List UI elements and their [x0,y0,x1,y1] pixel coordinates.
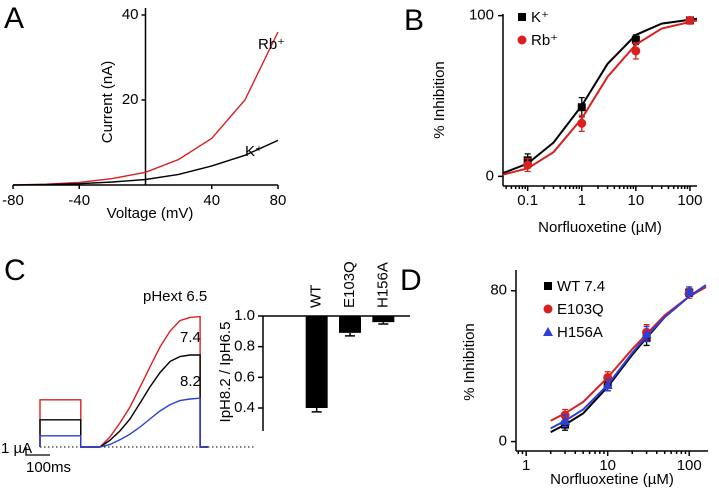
marker [543,327,553,336]
panel-letter: A [4,2,24,35]
bar [305,316,328,408]
series-label: pHext 6.5 [143,288,207,305]
bar [339,316,361,333]
y-tick-label: 0 [486,167,494,184]
x-tick-label: H156A [374,262,391,308]
legend-label: Rb⁺ [531,32,558,49]
y-tick-label: 1.0 [234,307,255,324]
marker [518,13,526,21]
error-bar [311,408,322,413]
panel-letter: D [400,264,422,297]
series-label: 7.4 [180,329,201,346]
x-tick-label: 0.1 [517,192,538,209]
y-axis-label: % Inhibition [431,61,448,139]
legend-label: WT 7.4 [557,278,605,295]
legend-label: K⁺ [531,9,549,26]
error-bar [378,322,389,325]
x-tick-label: 10 [628,192,645,209]
x-tick-label: E103Q [341,261,358,308]
y-tick-label: 0.6 [234,368,255,385]
marker [685,15,695,25]
marker [523,160,533,170]
marker [577,103,586,112]
y-axis-label: IpH8.2 / IpH6.5 [217,322,234,423]
x-tick-label: 100 [677,457,702,474]
y-tick-label: 0.8 [234,338,255,355]
marker [602,380,613,390]
series-label: 8.2 [180,373,201,390]
panel-letter: C [4,254,26,287]
fit-curve [550,284,707,430]
marker [560,415,571,425]
y-tick-label: 80 [490,282,507,299]
error-bar [345,332,355,337]
x-tick-label: 100 [677,192,702,209]
x-tick-label: 1 [578,192,586,209]
fit-curve [502,17,698,175]
marker [631,35,640,44]
y-tick-label: 0.4 [234,399,255,416]
marker [543,304,553,314]
scale-label: 1 µA [1,440,32,457]
marker [684,285,695,295]
panel-letter: B [404,4,424,37]
y-tick-label: 40 [122,6,139,23]
y-tick-label: 20 [122,91,139,108]
y-tick-label: 0 [499,433,507,450]
y-axis-label: Current (nA) [99,61,116,144]
legend-label: E103Q [557,301,604,318]
x-tick-label: -80 [2,192,24,209]
x-axis-label: Norfluoxetine (µM) [550,471,674,488]
trace [39,354,208,448]
x-tick-label: 1 [522,457,530,474]
scale-label: 100ms [26,459,71,476]
legend-label: H156A [557,324,603,341]
series-label: Rb⁺ [258,36,285,53]
marker [641,329,652,339]
marker [631,46,641,56]
x-tick-label: 80 [270,192,287,209]
marker [517,35,527,45]
x-axis-label: Norfluoxetine (µM) [538,219,662,236]
y-axis-label: % Inhibition [461,323,478,401]
scale-bar [25,447,50,456]
marker [577,118,587,128]
trace [39,397,208,448]
marker [544,282,552,290]
x-tick-label: -40 [68,192,90,209]
x-tick-label: 10 [599,457,616,474]
x-tick-label: WT [308,285,325,308]
bar [372,316,395,323]
x-tick-label: 40 [203,192,220,209]
trace [12,139,279,186]
series-label: K⁺ [245,143,263,160]
x-axis-label: Voltage (mV) [107,205,194,222]
y-tick-label: 100 [469,7,494,24]
